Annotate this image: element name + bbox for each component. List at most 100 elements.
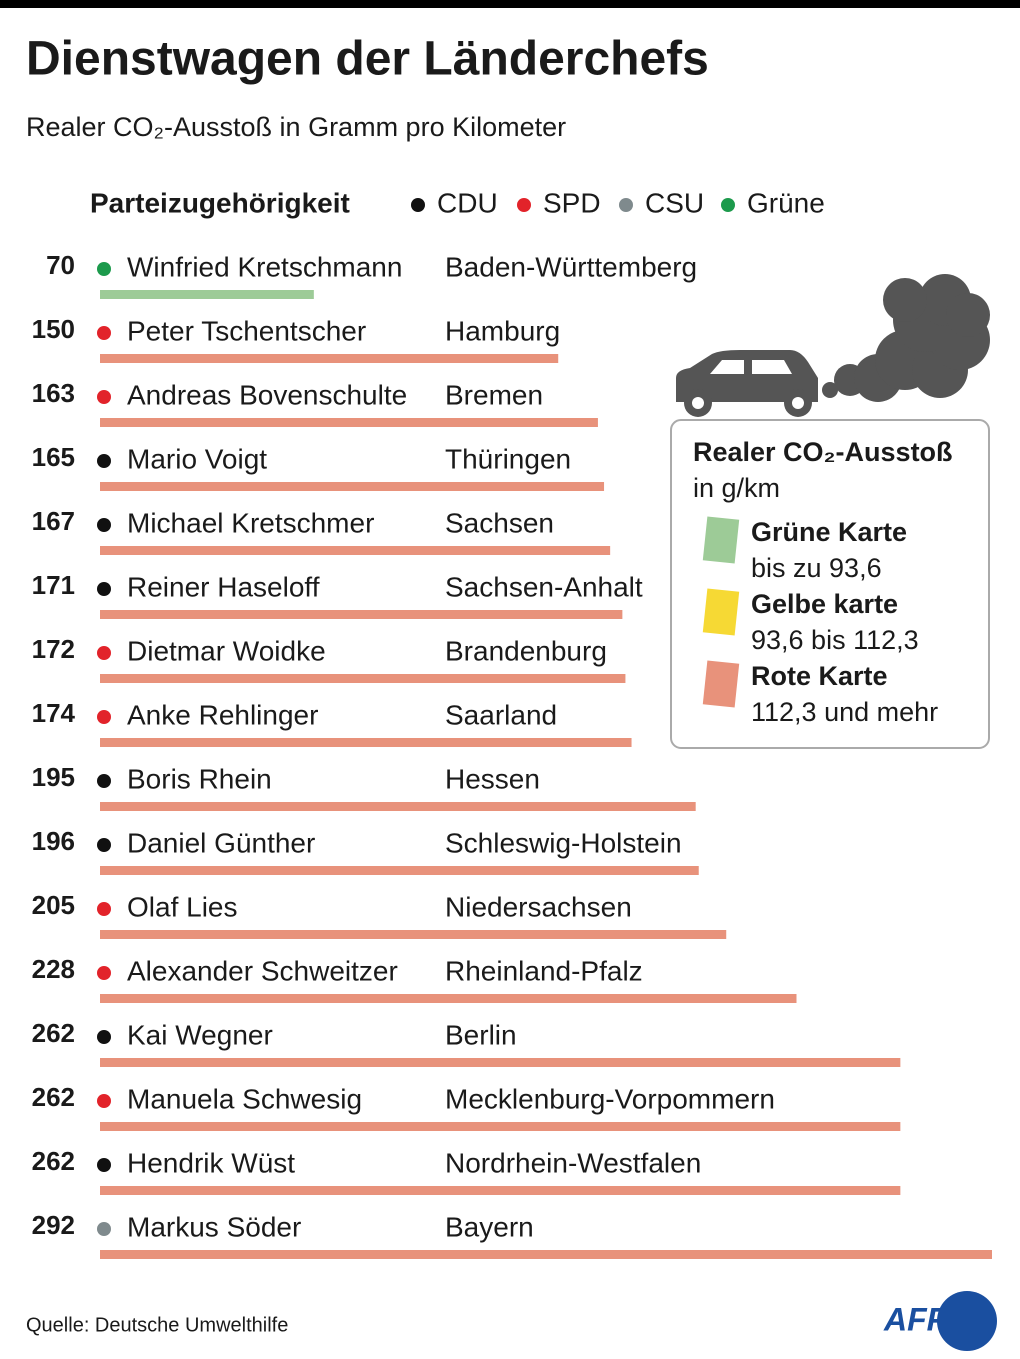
card-title: Realer CO₂-Ausstoß xyxy=(693,437,953,467)
party-dot xyxy=(97,1222,111,1236)
party-dot xyxy=(97,518,111,532)
value-label: 70 xyxy=(46,250,75,280)
state-label: Nordrhein-Westfalen xyxy=(445,1147,701,1178)
name-label: Reiner Haseloff xyxy=(127,571,320,602)
logo-circle xyxy=(937,1291,997,1351)
name-label: Markus Söder xyxy=(127,1211,301,1242)
bar xyxy=(100,802,696,811)
bar xyxy=(100,290,314,299)
state-label: Thüringen xyxy=(445,443,571,474)
smoke-cloud xyxy=(822,274,990,402)
chart-title: Dienstwagen der Länderchefs xyxy=(26,33,709,86)
legend-dot xyxy=(517,198,531,212)
value-label: 228 xyxy=(32,954,75,984)
party-dot xyxy=(97,902,111,916)
state-label: Schleswig-Holstein xyxy=(445,827,682,858)
state-label: Hamburg xyxy=(445,315,560,346)
name-label: Andreas Bovenschulte xyxy=(127,379,407,410)
name-label: Michael Kretschmer xyxy=(127,507,374,538)
bar xyxy=(100,1122,901,1131)
source: Quelle: Deutsche Umwelthilfe xyxy=(26,1314,288,1336)
legend-label: CDU xyxy=(437,187,498,218)
name-label: Peter Tschentscher xyxy=(127,315,366,346)
name-label: Mario Voigt xyxy=(127,443,267,474)
card-swatch xyxy=(702,660,740,708)
legend-dot xyxy=(721,198,735,212)
party-dot xyxy=(97,774,111,788)
bar xyxy=(100,1250,992,1259)
state-label: Rheinland-Pfalz xyxy=(445,955,643,986)
legend-label: SPD xyxy=(543,187,601,218)
state-label: Berlin xyxy=(445,1019,517,1050)
name-label: Hendrik Wüst xyxy=(127,1147,295,1178)
name-label: Dietmar Woidke xyxy=(127,635,326,666)
value-label: 174 xyxy=(32,698,76,728)
name-label: Olaf Lies xyxy=(127,891,238,922)
bar xyxy=(100,930,727,939)
card-item-name: Rote Karte xyxy=(751,661,888,691)
bar xyxy=(100,738,632,747)
bar xyxy=(100,482,605,491)
party-dot xyxy=(97,646,111,660)
value-label: 163 xyxy=(32,378,75,408)
value-label: 167 xyxy=(32,506,75,536)
name-label: Anke Rehlinger xyxy=(127,699,318,730)
party-dot xyxy=(97,326,111,340)
value-label: 195 xyxy=(32,762,75,792)
card-item-range: 112,3 und mehr xyxy=(751,697,938,727)
party-dot xyxy=(97,390,111,404)
bar xyxy=(100,866,699,875)
state-label: Saarland xyxy=(445,699,557,730)
bar xyxy=(100,546,611,555)
party-dot xyxy=(97,838,111,852)
legend-label: Grüne xyxy=(747,187,825,218)
bar xyxy=(100,1058,901,1067)
state-label: Brandenburg xyxy=(445,635,607,666)
party-dot xyxy=(97,582,111,596)
value-label: 262 xyxy=(32,1082,75,1112)
card-swatch xyxy=(702,516,740,564)
car-icon xyxy=(676,350,818,417)
name-label: Manuela Schwesig xyxy=(127,1083,362,1114)
party-dot xyxy=(97,1030,111,1044)
state-label: Bremen xyxy=(445,379,543,410)
legend-dot xyxy=(411,198,425,212)
value-label: 172 xyxy=(32,634,75,664)
bar xyxy=(100,610,623,619)
bar xyxy=(100,1186,901,1195)
value-label: 165 xyxy=(32,442,75,472)
state-label: Niedersachsen xyxy=(445,891,632,922)
state-label: Hessen xyxy=(445,763,540,794)
name-label: Daniel Günther xyxy=(127,827,315,858)
name-label: Boris Rhein xyxy=(127,763,272,794)
value-label: 196 xyxy=(32,826,75,856)
subtitle: Realer CO₂-Ausstoß in Gramm pro Kilomete… xyxy=(26,112,566,142)
party-dot xyxy=(97,1094,111,1108)
state-label: Sachsen xyxy=(445,507,554,538)
value-label: 262 xyxy=(32,1018,75,1048)
name-label: Alexander Schweitzer xyxy=(127,955,398,986)
party-dot xyxy=(97,1158,111,1172)
card-unit: in g/km xyxy=(693,473,780,503)
state-label: Baden-Württemberg xyxy=(445,251,697,282)
state-label: Sachsen-Anhalt xyxy=(445,571,643,602)
card-swatch xyxy=(702,588,740,636)
name-label: Winfried Kretschmann xyxy=(127,251,402,282)
legend-label: CSU xyxy=(645,187,704,218)
state-label: Bayern xyxy=(445,1211,534,1242)
card-item-range: bis zu 93,6 xyxy=(751,553,882,583)
value-label: 262 xyxy=(32,1146,75,1176)
card-item-range: 93,6 bis 112,3 xyxy=(751,625,919,655)
party-dot xyxy=(97,966,111,980)
card-item-name: Grüne Karte xyxy=(751,517,907,547)
card-item-name: Gelbe karte xyxy=(751,589,898,619)
state-label: Mecklenburg-Vorpommern xyxy=(445,1083,775,1114)
value-label: 150 xyxy=(32,314,75,344)
bar xyxy=(100,994,797,1003)
name-label: Kai Wegner xyxy=(127,1019,273,1050)
bar xyxy=(100,354,559,363)
legend-title: Parteizugehörigkeit xyxy=(90,187,350,218)
party-dot xyxy=(97,710,111,724)
top-rule xyxy=(0,0,1020,8)
